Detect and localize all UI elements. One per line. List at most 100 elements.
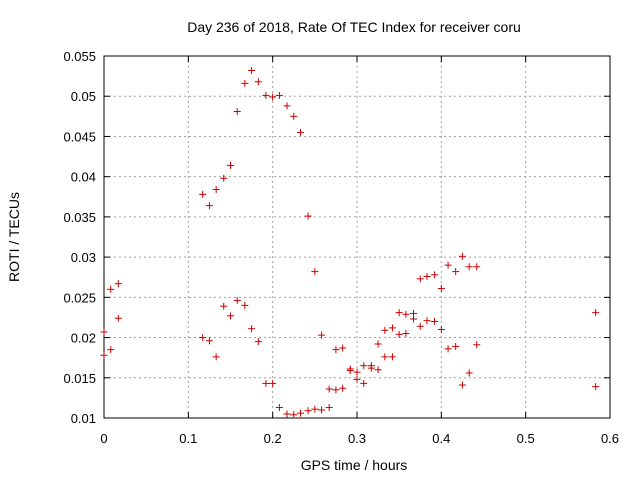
data-points [100,66,600,419]
data-point [233,297,241,305]
data-point [388,353,396,361]
data-point [100,328,108,336]
y-tick-label: 0.04 [71,170,96,185]
data-point [325,404,333,412]
data-point [473,263,481,271]
data-point [353,368,361,376]
data-point [416,275,424,283]
data-point [296,409,304,417]
data-point [318,406,326,414]
data-point [444,345,452,353]
data-point [254,338,262,346]
data-point [388,324,396,332]
data-point [248,66,256,74]
x-tick-label: 0.5 [517,431,535,446]
y-tick-label: 0.01 [71,411,96,426]
data-point [381,353,389,361]
data-point [107,285,115,293]
data-point [395,309,403,317]
data-point [339,384,347,392]
data-point [283,410,291,418]
data-point [107,346,115,354]
data-point [290,112,298,120]
data-point [346,367,354,375]
y-tick-label: 0.015 [63,371,96,386]
data-point [465,263,473,271]
data-point [374,366,382,374]
data-point [233,108,241,116]
x-tick-label: 0.4 [432,431,450,446]
data-point [241,79,249,87]
data-point [304,407,312,415]
data-point [290,411,298,419]
data-point [458,381,466,389]
data-point [473,341,481,349]
data-point [304,212,312,220]
data-point [431,317,439,325]
data-point [431,271,439,279]
data-point [114,314,122,322]
data-point [402,310,410,318]
y-tick-label: 0.05 [71,89,96,104]
grid [104,56,610,418]
data-point [296,128,304,136]
data-point [339,344,347,352]
data-point [332,386,340,394]
x-tick-labels: 0 0.1 0.2 0.3 0.4 0.5 0.6 [100,431,619,446]
data-point [199,190,207,198]
y-tick-label: 0.045 [63,129,96,144]
data-point [437,326,445,334]
data-point [269,93,277,101]
data-point [325,385,333,393]
chart-title: Day 236 of 2018, Rate Of TEC Index for r… [187,19,521,35]
y-tick-label: 0.02 [71,331,96,346]
data-point [423,272,431,280]
data-point [374,340,382,348]
data-point [318,331,326,339]
data-point [241,301,249,309]
data-point [212,353,220,361]
data-point [283,102,291,110]
data-point [275,91,283,99]
data-point [114,280,122,288]
data-point [416,322,424,330]
x-axis-label: GPS time / hours [301,457,408,473]
data-point [332,346,340,354]
y-tick-label: 0.03 [71,250,96,265]
y-tick-labels: 0.01 0.015 0.02 0.025 0.03 0.035 0.04 0.045 0.05… [63,49,96,426]
data-point [269,379,277,387]
x-tick-label: 0.3 [348,431,366,446]
data-point [465,369,473,377]
data-point [262,379,270,387]
data-point [452,268,460,276]
data-point [275,404,283,412]
data-point [410,315,418,323]
plot-frame [103,55,611,419]
data-point [311,268,319,276]
data-point [592,309,600,317]
y-tick-label: 0.035 [63,210,96,225]
data-point [458,252,466,260]
data-point [367,364,375,372]
y-tick-label: 0.055 [63,49,96,64]
y-axis-label: ROTI / TECUs [6,192,22,282]
data-point [212,186,220,194]
data-point [254,78,262,86]
data-point [205,337,213,345]
x-tick-label: 0.2 [264,431,282,446]
x-tick-label: 0.6 [601,431,619,446]
data-point [227,312,234,320]
data-point [262,91,270,99]
data-point [452,342,460,350]
data-point [353,375,361,383]
data-point [360,379,368,387]
data-point [248,325,256,333]
data-point [402,330,410,338]
data-point [360,362,368,370]
data-point [100,351,108,359]
data-point [220,302,228,310]
data-point [437,284,445,292]
data-point [395,330,403,338]
data-point [205,202,213,210]
